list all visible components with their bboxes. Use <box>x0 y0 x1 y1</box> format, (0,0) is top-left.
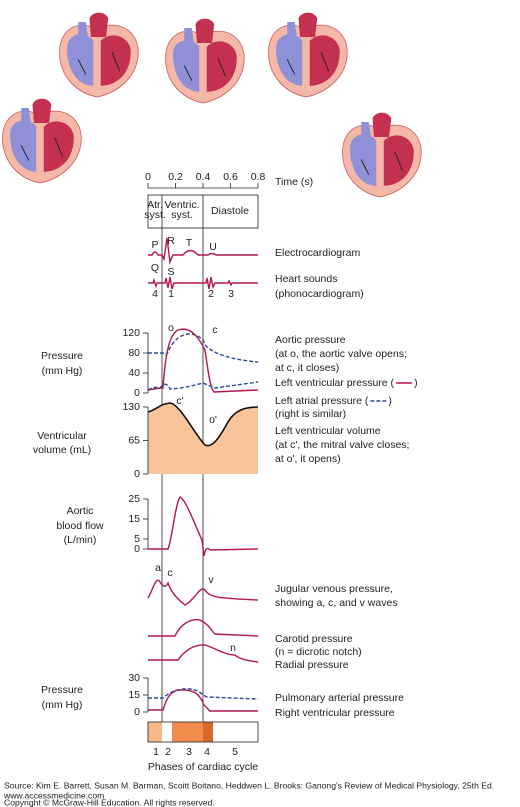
trace-label: (right is similar) <box>275 408 346 420</box>
aortic-pressure <box>148 333 259 363</box>
wave-label: U <box>209 241 217 253</box>
y-tick-label: 15 <box>128 689 140 701</box>
y-tick-label: 0 <box>134 387 140 399</box>
panel-label: volume (mL) <box>33 444 91 456</box>
trace-label: Radial pressure <box>275 659 349 671</box>
header-ventricular: Ventric. <box>164 199 199 211</box>
y-tick-label: 15 <box>128 513 140 525</box>
point-label: o' <box>209 414 217 426</box>
panel-label: Pressure <box>41 684 83 696</box>
y-tick-label: 25 <box>128 493 140 505</box>
trace-label: Carotid pressure <box>275 633 353 645</box>
trace-label: Left ventricular volume <box>275 425 381 437</box>
trace-label: showing a, c, and v waves <box>275 597 398 609</box>
wave-label: S <box>167 266 174 278</box>
phase-bar <box>147 721 259 743</box>
trace-label: Aortic pressure <box>275 334 346 346</box>
point-label: c <box>167 567 172 579</box>
phases-label: Phases of cardiac cycle <box>148 761 258 773</box>
phase-number: 4 <box>204 746 210 758</box>
time-tick-label: 0 <box>145 171 151 183</box>
panel-label: Ventricular <box>37 430 87 442</box>
phonocardiogram <box>148 276 258 290</box>
panel-label: blood flow <box>56 520 104 532</box>
y-tick-label: 65 <box>128 434 140 446</box>
footer: Copyright © McGraw-Hill Education. All r… <box>4 797 215 807</box>
jvp <box>147 579 259 606</box>
trace-label: (phonocardiogram) <box>275 288 364 300</box>
footer: Source: Kim E. Barrett, Susan M. Barman,… <box>4 780 494 790</box>
phase-number: 1 <box>153 746 159 758</box>
phase-number: 2 <box>165 746 171 758</box>
trace-label: Heart sounds <box>275 273 337 285</box>
time-label: Time (s) <box>275 176 313 188</box>
sound-label: 3 <box>228 288 234 300</box>
y-tick-label: 0 <box>134 706 140 718</box>
pulmonary-pressure <box>148 688 259 700</box>
point-label: v <box>208 574 214 586</box>
time-tick-label: 0.8 <box>251 171 266 183</box>
point-label: o <box>168 322 174 334</box>
trace-label: (at o, the aortic valve opens; <box>275 348 407 360</box>
trace-label: ) <box>414 377 418 389</box>
trace-label: Right ventricular pressure <box>275 707 395 719</box>
wave-label: P <box>151 239 158 251</box>
wave-label: R <box>167 235 175 247</box>
header-atrial: Atr. <box>147 199 163 211</box>
footer: www.accessmedicine.com <box>3 790 104 800</box>
la-pressure <box>147 381 259 391</box>
y-tick-label: 130 <box>122 401 140 413</box>
trace-label: ) <box>388 395 392 407</box>
header-ventricular: syst. <box>171 209 193 221</box>
carotid <box>148 618 259 637</box>
phase-number: 5 <box>232 746 238 758</box>
trace-label: (n = dicrotic notch) <box>275 646 362 658</box>
point-label: n <box>230 642 236 654</box>
y-tick-label: 80 <box>128 347 140 359</box>
time-tick-label: 0.4 <box>196 171 211 183</box>
point-label: c' <box>176 395 183 407</box>
point-label: a <box>155 562 161 574</box>
trace-label: Electrocardiogram <box>275 247 360 259</box>
hearts <box>2 12 422 198</box>
ecg <box>148 237 258 265</box>
trace-label: at o', it opens) <box>275 453 341 465</box>
panel-label: Pressure <box>41 350 83 362</box>
radial <box>148 644 259 663</box>
rv-pressure <box>148 689 258 712</box>
y-tick-label: 0 <box>134 468 140 480</box>
panel-label: (mm Hg) <box>42 699 83 711</box>
volume-curve <box>147 402 259 447</box>
y-tick-label: 40 <box>128 367 140 379</box>
panel-label: Aortic <box>67 505 94 517</box>
sound-label: 2 <box>208 288 214 300</box>
trace-label: Left ventricular pressure ( <box>275 377 395 389</box>
wave-label: T <box>186 237 193 249</box>
header-diastole: Diastole <box>211 205 249 217</box>
wave-label: Q <box>151 262 159 274</box>
panel-label: (L/min) <box>64 534 97 546</box>
aortic-flow <box>148 496 259 557</box>
sound-label: 1 <box>168 288 174 300</box>
time-tick-label: 0.6 <box>223 171 238 183</box>
volume-area <box>148 403 258 474</box>
y-tick-label: 5 <box>134 533 140 545</box>
trace-label: Pulmonary arterial pressure <box>275 692 404 704</box>
sound-label: 4 <box>152 288 158 300</box>
lv-pressure <box>147 328 259 393</box>
time-tick-label: 0.2 <box>168 171 183 183</box>
trace-label: at c, it closes) <box>275 362 339 374</box>
point-label: c <box>212 324 217 336</box>
trace-label: (at c', the mitral valve closes; <box>275 439 409 451</box>
y-tick-label: 120 <box>122 327 140 339</box>
y-tick-label: 30 <box>128 672 140 684</box>
trace-label: Left atrial pressure ( <box>275 395 369 407</box>
panel-label: (mm Hg) <box>42 365 83 377</box>
header-atrial: syst. <box>144 209 166 221</box>
trace-label: Jugular venous pressure, <box>275 583 393 595</box>
y-tick-label: 0 <box>134 543 140 555</box>
phase-number: 3 <box>186 746 192 758</box>
